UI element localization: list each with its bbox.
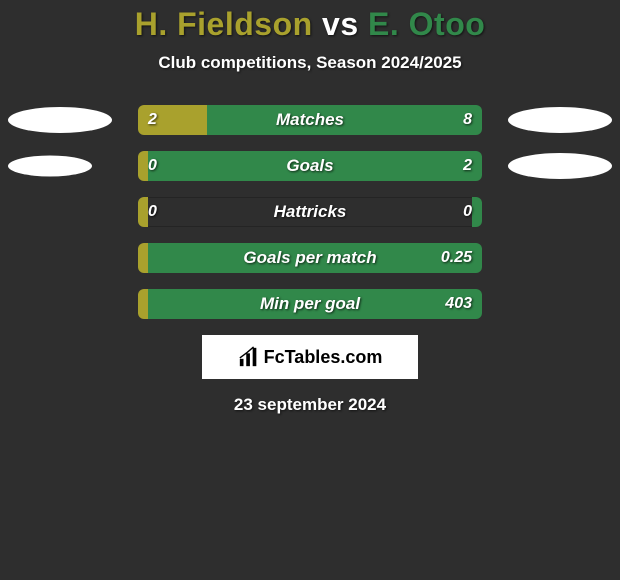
- bar-right: [148, 289, 482, 319]
- player2-name: E. Otoo: [368, 6, 485, 42]
- bar-left: [138, 105, 207, 135]
- bar-track: [138, 105, 482, 135]
- bar-track: [138, 243, 482, 273]
- stat-row: Goals02: [0, 151, 620, 181]
- bar-right: [207, 105, 482, 135]
- player1-name: H. Fieldson: [135, 6, 313, 42]
- stat-row: Min per goal403: [0, 289, 620, 319]
- bar-left: [138, 289, 148, 319]
- comparison-card: H. Fieldson vs E. Otoo Club competitions…: [0, 0, 620, 580]
- bar-right: [148, 243, 482, 273]
- bar-track: [138, 197, 482, 227]
- stat-row: Goals per match0.25: [0, 243, 620, 273]
- page-title: H. Fieldson vs E. Otoo: [0, 6, 620, 43]
- bar-left: [138, 243, 148, 273]
- bar-track: [138, 151, 482, 181]
- subtitle: Club competitions, Season 2024/2025: [0, 53, 620, 73]
- player1-ellipse: [8, 107, 112, 133]
- stats-bars: Matches28 Goals02 Hattricks00 Goals per mat…: [0, 105, 620, 319]
- date-label: 23 september 2024: [0, 395, 620, 415]
- player2-ellipse: [508, 153, 612, 179]
- bar-left: [138, 197, 148, 227]
- stat-row: Matches28: [0, 105, 620, 135]
- player2-ellipse: [508, 107, 612, 133]
- bar-left: [138, 151, 148, 181]
- bar-right: [472, 197, 482, 227]
- vs-text: vs: [322, 6, 359, 42]
- stat-row: Hattricks00: [0, 197, 620, 227]
- brand-box[interactable]: FcTables.com: [202, 335, 418, 379]
- bar-right: [148, 151, 482, 181]
- bar-chart-icon: [238, 346, 260, 368]
- player1-ellipse: [8, 156, 92, 177]
- brand-text: FcTables.com: [264, 347, 383, 368]
- bar-track: [138, 289, 482, 319]
